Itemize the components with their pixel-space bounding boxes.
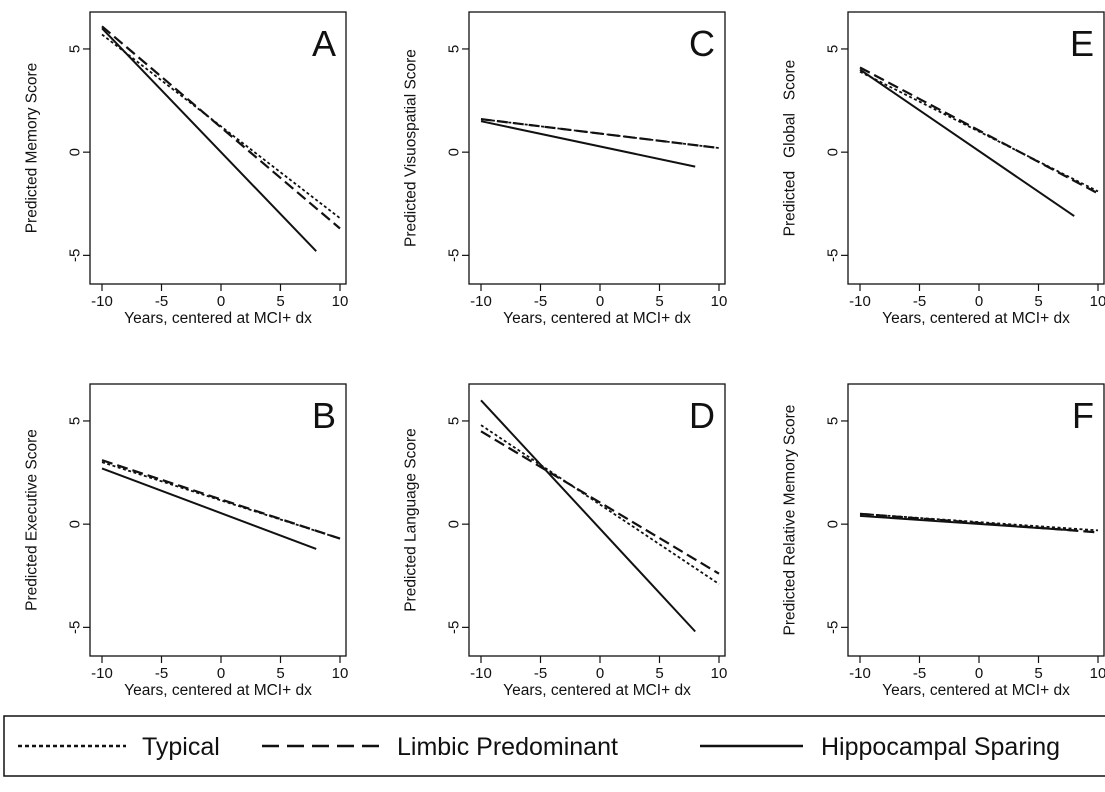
x-tick-label: 5 bbox=[655, 293, 663, 310]
panel-letter: D bbox=[689, 395, 715, 436]
x-tick-label: -5 bbox=[913, 665, 926, 682]
x-tick-label: -5 bbox=[534, 293, 547, 310]
y-tick-label: -5 bbox=[446, 249, 463, 262]
x-tick-label: 5 bbox=[655, 665, 663, 682]
y-tick-label: 0 bbox=[67, 148, 84, 156]
x-tick-label: 10 bbox=[1090, 293, 1105, 310]
panel-d: -5 0 5 -10 -5 0 5 10 Years, centered at MCI+ dx P… bbox=[403, 384, 728, 699]
series-line-dotted bbox=[481, 425, 719, 584]
legend: Typical Limbic Predominant Hippocampal Spa… bbox=[4, 716, 1105, 776]
y-tick-label: 5 bbox=[67, 417, 84, 425]
panel-letter: A bbox=[312, 23, 336, 64]
y-tick-label: 5 bbox=[67, 45, 84, 53]
legend-item: Hippocampal Sparing bbox=[700, 733, 1060, 761]
legend-label: Limbic Predominant bbox=[397, 733, 618, 761]
x-tick-label: -10 bbox=[91, 665, 113, 682]
y-axis-title: Predicted Language Score bbox=[403, 428, 420, 612]
x-tick-label: 10 bbox=[332, 293, 349, 310]
x-tick-label: -5 bbox=[155, 665, 168, 682]
x-tick-label: 5 bbox=[276, 293, 284, 310]
x-tick-label: 10 bbox=[1090, 665, 1105, 682]
y-tick-label: 0 bbox=[446, 520, 463, 528]
chart-panels: -5 0 5 -10 -5 0 5 10 Years, centered at MCI+ dx P… bbox=[24, 12, 1105, 699]
panel-f: -5 0 5 -10 -5 0 5 10 Years, centered at MCI+ dx P… bbox=[782, 384, 1105, 699]
plot-frame bbox=[469, 384, 725, 656]
legend-item: Typical bbox=[18, 733, 220, 761]
series-line-solid bbox=[102, 28, 316, 251]
x-tick-label: 10 bbox=[711, 665, 728, 682]
y-tick-label: -5 bbox=[825, 249, 842, 262]
series-line-dashed bbox=[860, 68, 1098, 194]
x-tick-label: 0 bbox=[975, 665, 983, 682]
y-tick-label: -5 bbox=[825, 621, 842, 634]
x-tick-label: 0 bbox=[596, 293, 604, 310]
x-axis-title: Years, centered at MCI+ dx bbox=[882, 682, 1070, 699]
panel-letter: B bbox=[312, 395, 336, 436]
x-axis-title: Years, centered at MCI+ dx bbox=[882, 310, 1070, 327]
x-tick-label: 5 bbox=[1034, 293, 1042, 310]
panel-letter: C bbox=[689, 23, 715, 64]
y-tick-label: 5 bbox=[825, 45, 842, 53]
x-tick-label: -5 bbox=[534, 665, 547, 682]
x-tick-label: 5 bbox=[1034, 665, 1042, 682]
y-tick-label: 0 bbox=[446, 148, 463, 156]
series-line-solid bbox=[481, 121, 695, 166]
panel-c: -5 0 5 -10 -5 0 5 10 Years, centered at MCI+ dx P… bbox=[403, 12, 728, 327]
plot-frame bbox=[469, 12, 725, 284]
legend-label: Typical bbox=[142, 733, 220, 761]
plot-frame bbox=[848, 384, 1104, 656]
y-axis-title: Predicted Memory Score bbox=[24, 63, 41, 234]
x-axis-title: Years, centered at MCI+ dx bbox=[503, 310, 691, 327]
x-tick-label: 0 bbox=[217, 665, 225, 682]
x-axis-title: Years, centered at MCI+ dx bbox=[124, 682, 312, 699]
x-tick-label: 0 bbox=[596, 665, 604, 682]
panel-letter: E bbox=[1070, 23, 1094, 64]
y-tick-label: 0 bbox=[825, 148, 842, 156]
series-line-dashed bbox=[481, 431, 719, 573]
x-tick-label: 10 bbox=[332, 665, 349, 682]
y-tick-label: 0 bbox=[825, 520, 842, 528]
series-line-dotted bbox=[102, 35, 340, 219]
x-tick-label: -5 bbox=[155, 293, 168, 310]
y-axis-title: Predicted Global Score bbox=[782, 60, 799, 237]
x-tick-label: 10 bbox=[711, 293, 728, 310]
legend-item: Limbic Predominant bbox=[262, 733, 618, 761]
panel-b: -5 0 5 -10 -5 0 5 10 Years, centered at MCI+ dx P… bbox=[24, 384, 349, 699]
panel-letter: F bbox=[1072, 395, 1094, 436]
y-axis-title: Predicted Executive Score bbox=[24, 429, 41, 611]
series-line-dashed bbox=[102, 460, 340, 538]
panel-a: -5 0 5 -10 -5 0 5 10 Years, centered at MCI+ dx P… bbox=[24, 12, 349, 327]
x-axis-title: Years, centered at MCI+ dx bbox=[503, 682, 691, 699]
x-tick-label: -10 bbox=[849, 665, 871, 682]
plot-frame bbox=[90, 384, 346, 656]
x-tick-label: -10 bbox=[91, 293, 113, 310]
x-tick-label: 0 bbox=[975, 293, 983, 310]
x-tick-label: 0 bbox=[217, 293, 225, 310]
series-line-solid bbox=[860, 516, 1074, 531]
y-tick-label: 5 bbox=[825, 417, 842, 425]
x-tick-label: -10 bbox=[470, 293, 492, 310]
x-tick-label: -10 bbox=[470, 665, 492, 682]
series-line-solid bbox=[102, 468, 316, 549]
y-axis-title: Predicted Visuospatial Score bbox=[403, 49, 420, 247]
y-tick-label: -5 bbox=[446, 621, 463, 634]
panel-e: -5 0 5 -10 -5 0 5 10 Years, centered at MCI+ dx P… bbox=[782, 12, 1105, 327]
legend-label: Hippocampal Sparing bbox=[821, 733, 1060, 761]
y-tick-label: -5 bbox=[67, 621, 84, 634]
x-tick-label: -5 bbox=[913, 293, 926, 310]
x-tick-label: 5 bbox=[276, 665, 284, 682]
y-tick-label: 5 bbox=[446, 45, 463, 53]
y-tick-label: 5 bbox=[446, 417, 463, 425]
y-tick-label: -5 bbox=[67, 249, 84, 262]
y-axis-title: Predicted Relative Memory Score bbox=[782, 405, 799, 636]
series-line-solid bbox=[481, 400, 695, 631]
series-line-solid bbox=[860, 70, 1074, 217]
y-tick-label: 0 bbox=[67, 520, 84, 528]
x-tick-label: -10 bbox=[849, 293, 871, 310]
x-axis-title: Years, centered at MCI+ dx bbox=[124, 310, 312, 327]
